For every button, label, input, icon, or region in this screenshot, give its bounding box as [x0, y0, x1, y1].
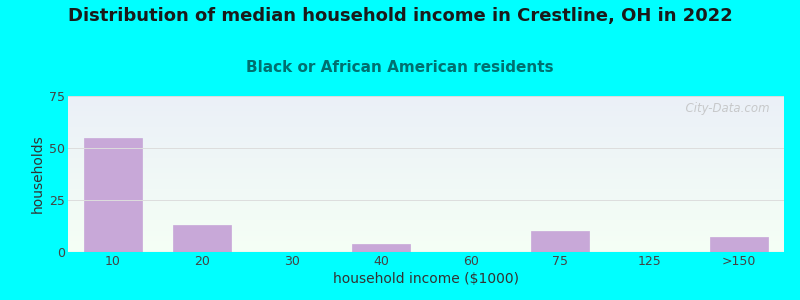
Bar — [84, 138, 142, 252]
Y-axis label: households: households — [31, 135, 45, 213]
Bar — [710, 237, 768, 252]
Bar — [173, 225, 231, 252]
X-axis label: household income ($1000): household income ($1000) — [333, 272, 519, 286]
Text: Black or African American residents: Black or African American residents — [246, 60, 554, 75]
Bar — [352, 244, 410, 252]
Text: Distribution of median household income in Crestline, OH in 2022: Distribution of median household income … — [68, 8, 732, 26]
Bar — [531, 231, 590, 252]
Text: City-Data.com: City-Data.com — [678, 102, 770, 115]
